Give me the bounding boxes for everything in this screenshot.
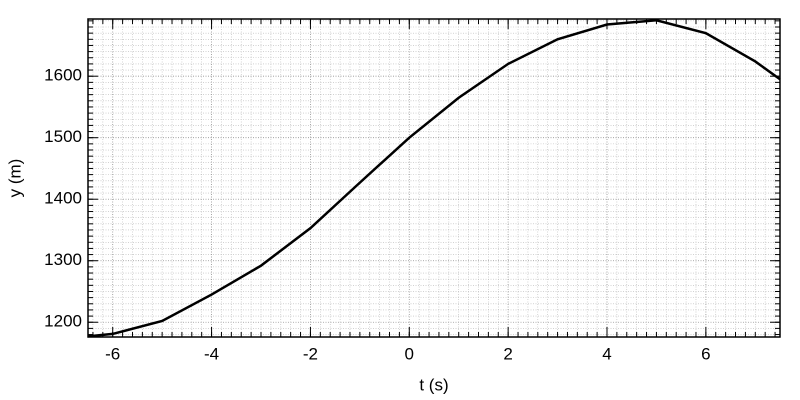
y-tick-label: 1400 (44, 189, 82, 208)
x-tick-label: 2 (503, 344, 512, 363)
grid (88, 19, 780, 337)
x-tick-label: -4 (204, 344, 219, 363)
data-line (87, 18, 781, 338)
x-tick-label: 6 (701, 344, 710, 363)
y-tick-label: 1500 (44, 127, 82, 146)
x-tick-label: 4 (602, 344, 611, 363)
y-tick-label: 1600 (44, 66, 82, 85)
x-tick-label: -2 (303, 344, 318, 363)
y-tick-label: 1300 (44, 250, 82, 269)
x-axis-label: t (s) (419, 375, 448, 394)
y-tick-label: 1200 (44, 312, 82, 331)
plot-frame (87, 18, 781, 338)
x-tick-label: -6 (105, 344, 120, 363)
x-tick-label: 0 (405, 344, 414, 363)
y-axis-label: y (m) (5, 159, 24, 198)
